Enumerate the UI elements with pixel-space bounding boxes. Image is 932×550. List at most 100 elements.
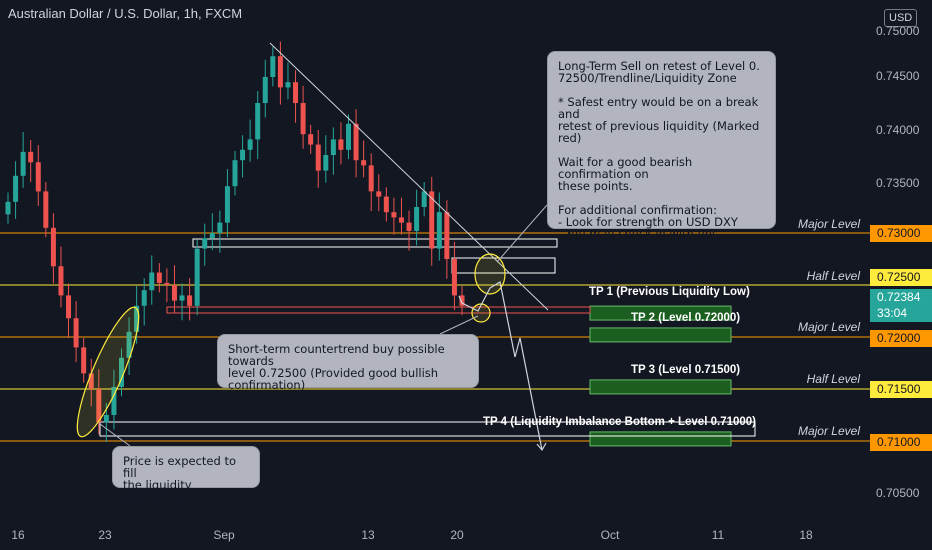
level-price-tag: 0.73000 bbox=[870, 225, 932, 242]
candle-body bbox=[171, 285, 177, 301]
candle-body bbox=[119, 357, 124, 387]
candle-body bbox=[187, 295, 193, 306]
candle-body bbox=[262, 77, 268, 103]
buy-note[interactable]: Short-term countertrend buy possible tow… bbox=[217, 334, 479, 391]
currency-button[interactable]: USD bbox=[884, 9, 918, 27]
candle-body bbox=[293, 82, 299, 103]
tp3-label: TP 3 (Level 0.71500) bbox=[631, 364, 741, 376]
candle-body bbox=[164, 282, 170, 285]
date-axis-label: 11 bbox=[711, 528, 725, 542]
candle-body bbox=[66, 295, 72, 319]
candle-body bbox=[376, 191, 382, 197]
liquidity-zone bbox=[192, 238, 558, 248]
current-price-tag: 0.72384 bbox=[870, 289, 932, 306]
level-label: Major Level bbox=[797, 320, 860, 334]
price-axis-label: 0.73500 bbox=[876, 176, 920, 190]
projection-path bbox=[458, 281, 543, 451]
candle-body bbox=[240, 149, 246, 161]
callout-pointer bbox=[99, 423, 131, 447]
tp2-label: TP 2 (Level 0.72000) bbox=[631, 312, 741, 324]
trendline bbox=[269, 42, 549, 311]
callout-pointer bbox=[496, 204, 548, 263]
candle-body bbox=[277, 56, 283, 88]
candle-body bbox=[35, 162, 41, 192]
candle-body bbox=[13, 175, 19, 202]
imbalance-zone bbox=[99, 421, 756, 437]
candle-body bbox=[217, 222, 223, 233]
candle-body bbox=[179, 295, 185, 301]
candle-body bbox=[451, 259, 457, 296]
level-label: Half Level bbox=[806, 372, 860, 386]
candle-body bbox=[194, 248, 200, 306]
candle-body bbox=[436, 212, 442, 249]
tp-zone bbox=[589, 379, 732, 395]
level-price-tag: 0.71000 bbox=[870, 434, 932, 451]
candle-body bbox=[368, 165, 374, 192]
level-label: Major Level bbox=[797, 217, 860, 231]
candle-body bbox=[20, 151, 26, 176]
date-axis-label: Sep bbox=[213, 528, 235, 542]
date-axis-label: 13 bbox=[361, 528, 375, 542]
date-axis-label: 23 bbox=[98, 528, 112, 542]
candle-body bbox=[81, 347, 87, 374]
candle-body bbox=[338, 139, 344, 150]
candle-body bbox=[134, 305, 140, 332]
candle-body bbox=[96, 389, 102, 423]
candle-body bbox=[429, 191, 435, 249]
candle-body bbox=[50, 227, 56, 267]
candle-body bbox=[353, 123, 359, 161]
date-axis-label: Oct bbox=[600, 528, 620, 542]
candle-body bbox=[58, 266, 64, 296]
candle-body bbox=[88, 373, 94, 389]
candle-body bbox=[444, 212, 450, 259]
candle-body bbox=[300, 103, 306, 135]
candle-body bbox=[141, 290, 147, 306]
callout-pointer bbox=[439, 315, 479, 335]
candle-body bbox=[224, 186, 230, 223]
candle-body bbox=[73, 318, 79, 348]
candle-body bbox=[156, 272, 162, 283]
candle-body bbox=[398, 217, 404, 223]
arrow-head bbox=[536, 442, 547, 452]
candle-body bbox=[255, 103, 261, 140]
candle-body bbox=[421, 191, 427, 207]
candle-body bbox=[202, 238, 208, 249]
candle-body bbox=[149, 272, 155, 291]
candle-body bbox=[103, 415, 109, 423]
candle-body bbox=[459, 295, 465, 306]
date-axis-label: 16 bbox=[11, 528, 25, 542]
candle-body bbox=[232, 160, 238, 187]
symbol-title: Australian Dollar / U.S. Dollar, 1h, FXC… bbox=[8, 6, 243, 21]
candle-body bbox=[270, 56, 276, 77]
candle-body bbox=[323, 155, 329, 171]
tp-zone bbox=[589, 431, 732, 447]
imbalance-ellipse bbox=[76, 306, 140, 438]
tp-zone bbox=[589, 327, 732, 343]
candle-body bbox=[209, 233, 215, 239]
candle-body bbox=[414, 207, 420, 231]
price-axis-label: 0.70500 bbox=[876, 486, 920, 500]
price-axis-label: 0.74500 bbox=[876, 69, 920, 83]
date-axis-label: 20 bbox=[450, 528, 464, 542]
candle-body bbox=[308, 134, 314, 145]
candle-body bbox=[285, 82, 291, 88]
level-label: Major Level bbox=[797, 424, 860, 438]
candle-body bbox=[346, 123, 351, 150]
candle-body bbox=[383, 196, 389, 213]
buy-entry-circle bbox=[471, 303, 491, 323]
candle-body bbox=[111, 386, 117, 415]
candle-body bbox=[28, 151, 34, 163]
level-price-tag: 0.72500 bbox=[870, 269, 932, 286]
price-axis-label: 0.74000 bbox=[876, 123, 920, 137]
level-label: Half Level bbox=[806, 269, 860, 283]
tp1-label: TP 1 (Previous Liquidity Low) bbox=[589, 286, 750, 298]
countdown-tag: 33:04 bbox=[870, 305, 932, 322]
candle-body bbox=[43, 191, 49, 228]
candle-body bbox=[247, 139, 253, 150]
sell-note[interactable]: Long-Term Sell on retest of Level 0. 725… bbox=[547, 51, 776, 276]
level-price-tag: 0.72000 bbox=[870, 330, 932, 347]
imbalance-note[interactable]: Price is expected to fill the liquidity … bbox=[112, 446, 260, 503]
price-axis-label: 0.75000 bbox=[876, 24, 920, 38]
